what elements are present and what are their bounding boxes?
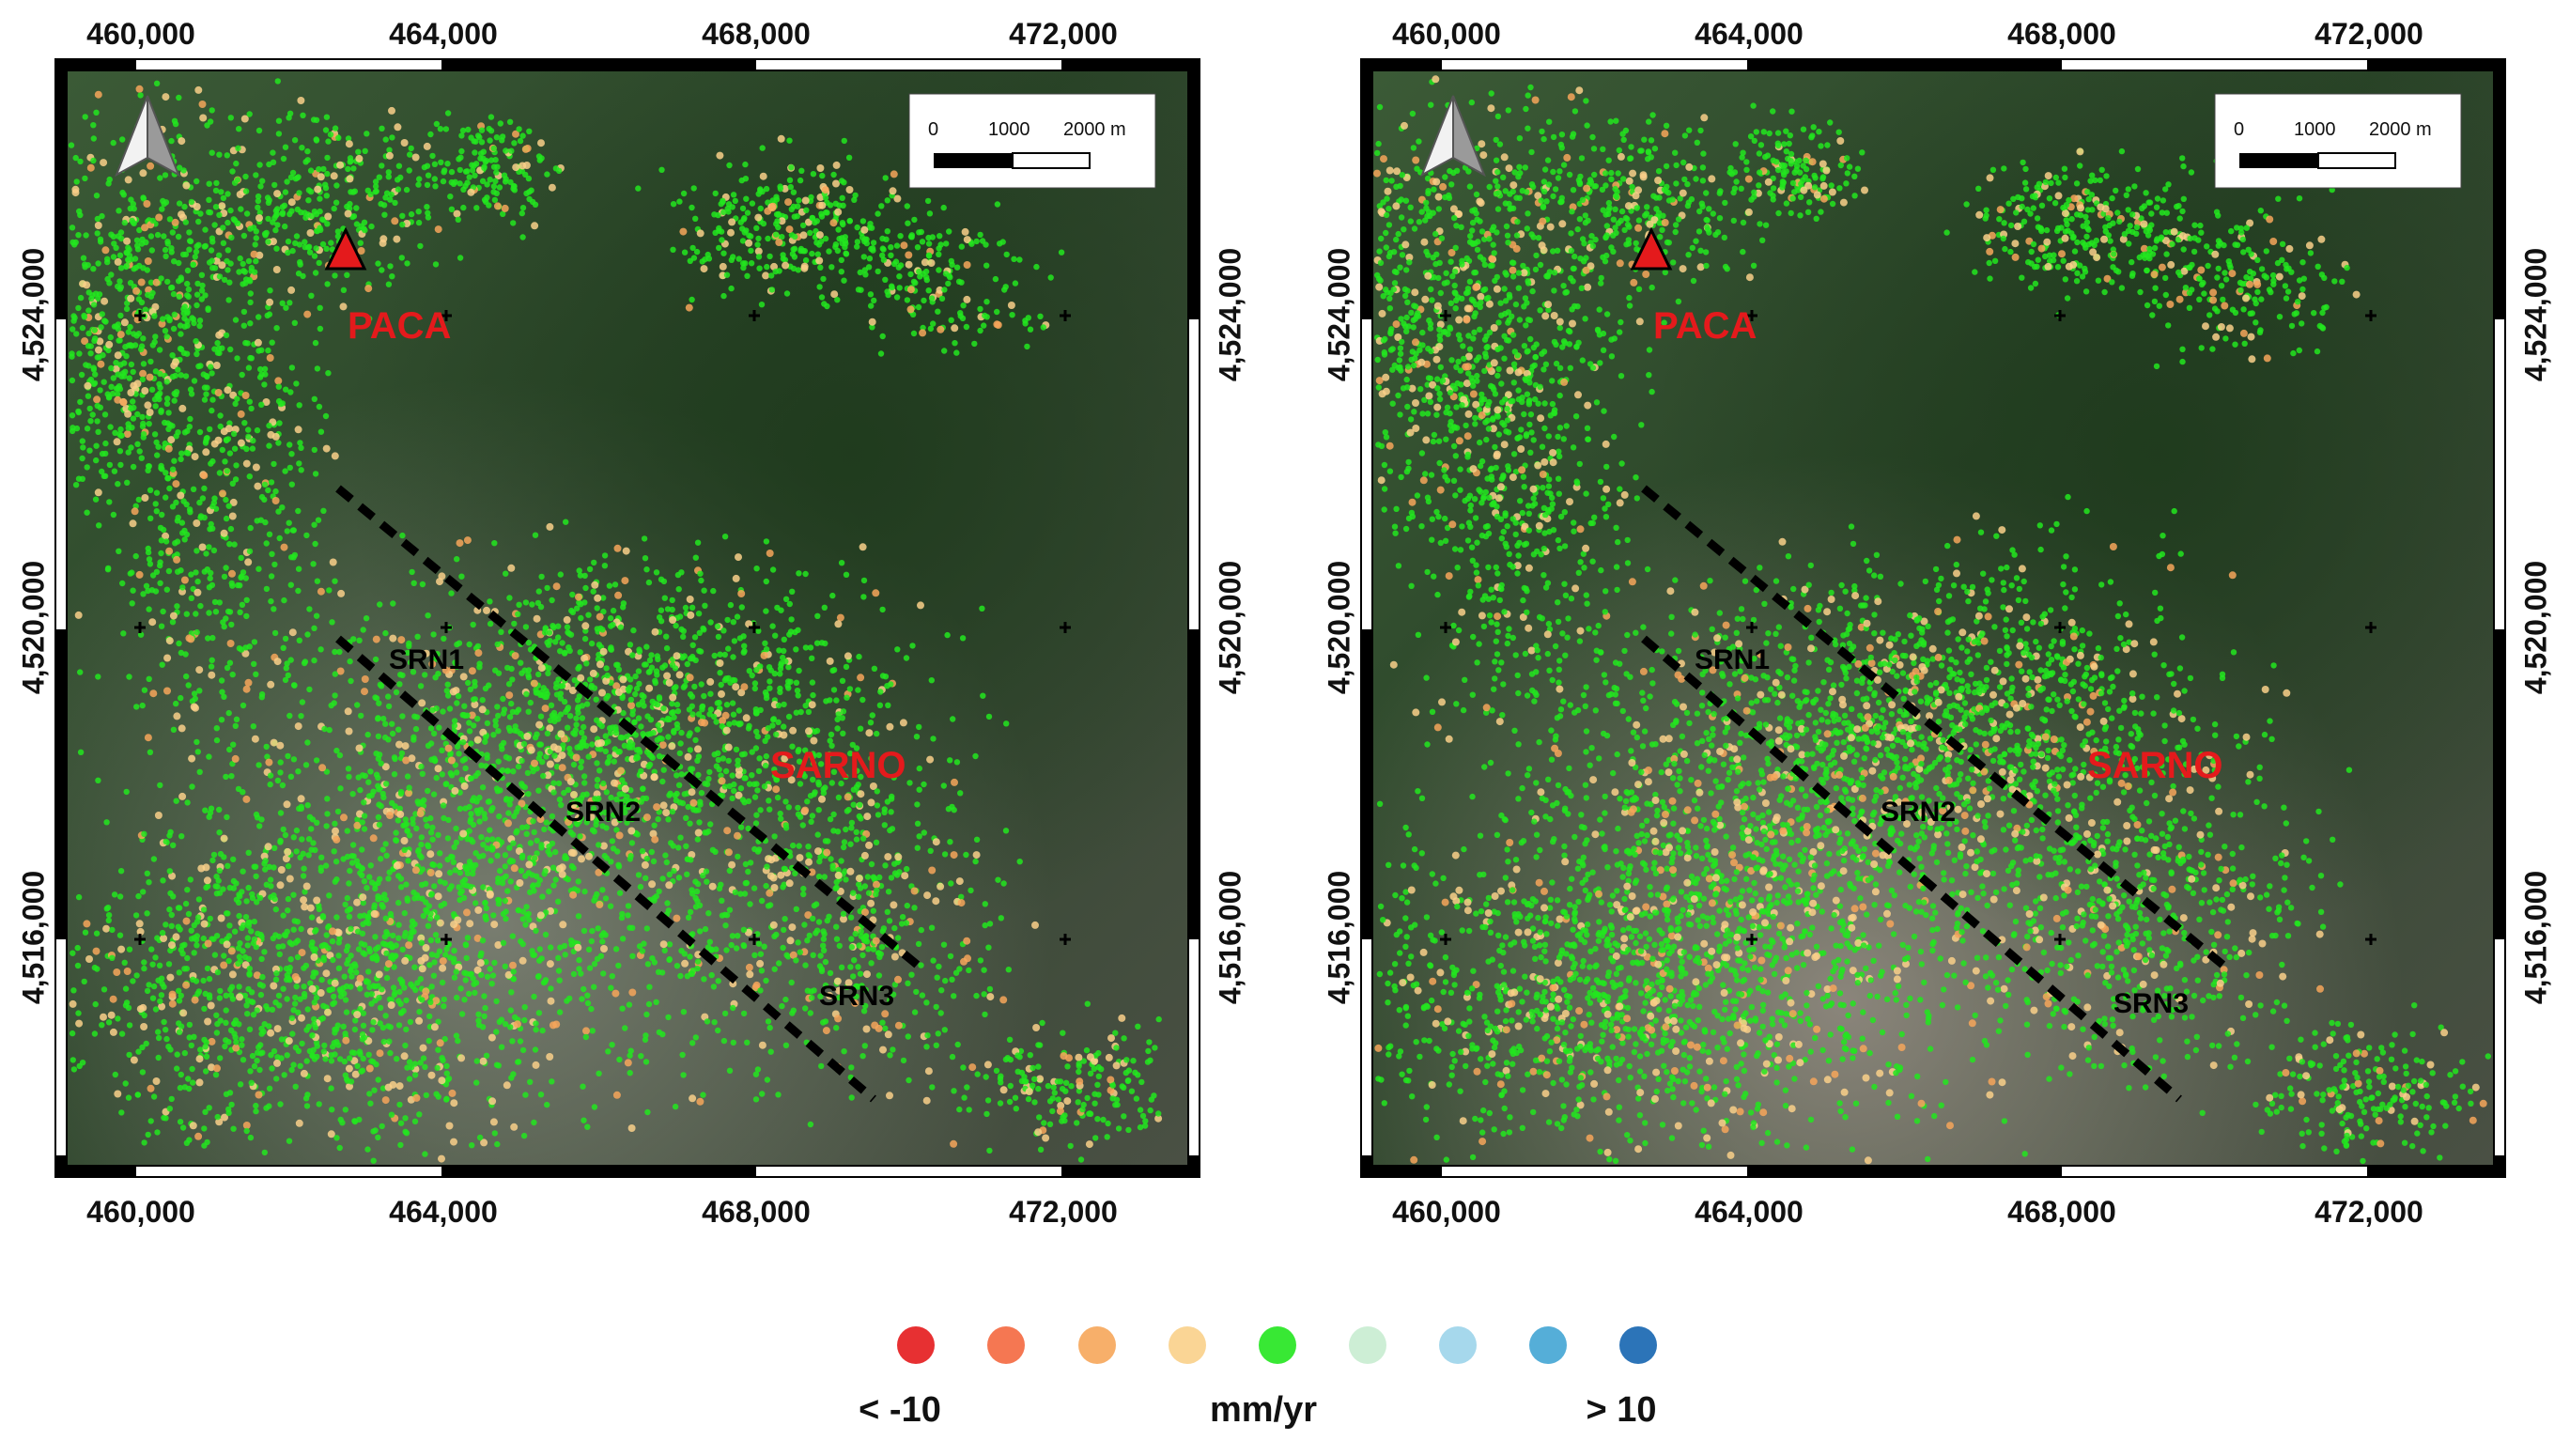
place-label-paca: PACA [348,305,451,347]
scale-bar: 0 1000 2000 m [2214,93,2462,189]
y-tick-label: 4,516,000 [1213,870,1247,1005]
x-tick-label: 464,000 [1695,17,1804,51]
legend-swatch [1169,1326,1206,1364]
map-canvas: 0 1000 2000 m PACA SARNO SRN1 SRN2 SRN3 [54,58,1200,1178]
legend-swatch [987,1326,1025,1364]
y-tick-label: 4,524,000 [1213,247,1247,382]
ps-points-layer [68,78,1163,1164]
x-tick-label: 472,000 [2315,17,2423,51]
x-tick-label: 464,000 [389,17,498,51]
x-tick-label: 468,000 [702,17,811,51]
fault-srn2 [1641,485,2229,971]
x-tick-label: 468,000 [2007,1195,2116,1229]
fault-label-srn1: SRN1 [1695,644,1770,675]
scale-label: 1000 [2294,119,2336,140]
fault-label-srn2: SRN2 [565,797,641,828]
scale-label: 0 [928,119,938,140]
x-tick-label: 464,000 [1695,1195,1804,1229]
legend-swatch [1619,1326,1657,1364]
fault-srn3 [1641,635,2182,1103]
fault-label-srn2: SRN2 [1881,797,1956,828]
north-arrow-icon [115,95,180,178]
legend-swatch [1439,1326,1477,1364]
fault-lines [335,485,923,1103]
y-tick-label: 4,524,000 [1322,247,1356,382]
place-label-sarno: SARNO [770,745,906,786]
y-tick-label: 4,520,000 [16,560,51,695]
x-tick-label: 472,000 [2315,1195,2423,1229]
x-tick-label: 460,000 [86,1195,195,1229]
map-canvas: 0 1000 2000 m PACA SARNO SRN1 SRN2 SRN3 [1360,58,2506,1178]
ps-points-layer [1373,75,2491,1165]
x-tick-label: 472,000 [1009,17,1118,51]
fault-label-srn3: SRN3 [819,981,894,1012]
place-label-paca: PACA [1653,305,1757,347]
y-tick-label: 4,520,000 [2518,560,2553,695]
scale-label: 2000 m [2369,119,2432,140]
fault-srn2 [335,485,923,971]
grid-crosses [1440,310,2376,945]
triangle-marker-icon [1630,226,1673,271]
legend-swatch [1349,1326,1386,1364]
scale-label: 0 [2234,119,2244,140]
legend-swatch [1529,1326,1567,1364]
legend-label-unit: mm/yr [1209,1390,1318,1430]
x-tick-label: 460,000 [1392,17,1501,51]
legend-label-min: < -10 [859,1390,941,1430]
scale-label: 2000 m [1063,119,1126,140]
x-tick-label: 464,000 [389,1195,498,1229]
x-tick-label: 460,000 [86,17,195,51]
y-tick-label: 4,520,000 [1322,560,1356,695]
y-tick-label: 4,516,000 [2518,870,2553,1005]
fault-srn3 [335,635,876,1103]
grid-crosses [134,310,1071,945]
x-tick-label: 468,000 [2007,17,2116,51]
scale-bar: 0 1000 2000 m [908,93,1156,189]
legend-swatch [1078,1326,1116,1364]
x-tick-label: 460,000 [1392,1195,1501,1229]
north-arrow-icon [1420,95,1486,178]
fault-lines [1641,485,2229,1103]
fault-label-srn3: SRN3 [2113,988,2189,1019]
map-panel-left: 460,000 464,000 468,000 472,000 460,000 … [0,0,1247,1249]
map-panel-right: 460,000 464,000 468,000 472,000 460,000 … [1306,0,2553,1249]
y-tick-label: 4,524,000 [2518,247,2553,382]
y-tick-label: 4,516,000 [1322,870,1356,1005]
x-tick-label: 468,000 [702,1195,811,1229]
fault-label-srn1: SRN1 [389,644,464,675]
x-tick-label: 472,000 [1009,1195,1118,1229]
legend-swatch [1259,1326,1296,1364]
place-label-sarno: SARNO [2087,745,2222,786]
y-tick-label: 4,516,000 [16,870,51,1005]
legend-swatch [897,1326,935,1364]
triangle-marker-icon [324,226,367,271]
y-tick-label: 4,524,000 [16,247,51,382]
legend-label-max: > 10 [1586,1390,1657,1430]
y-tick-label: 4,520,000 [1213,560,1247,695]
scale-label: 1000 [988,119,1030,140]
